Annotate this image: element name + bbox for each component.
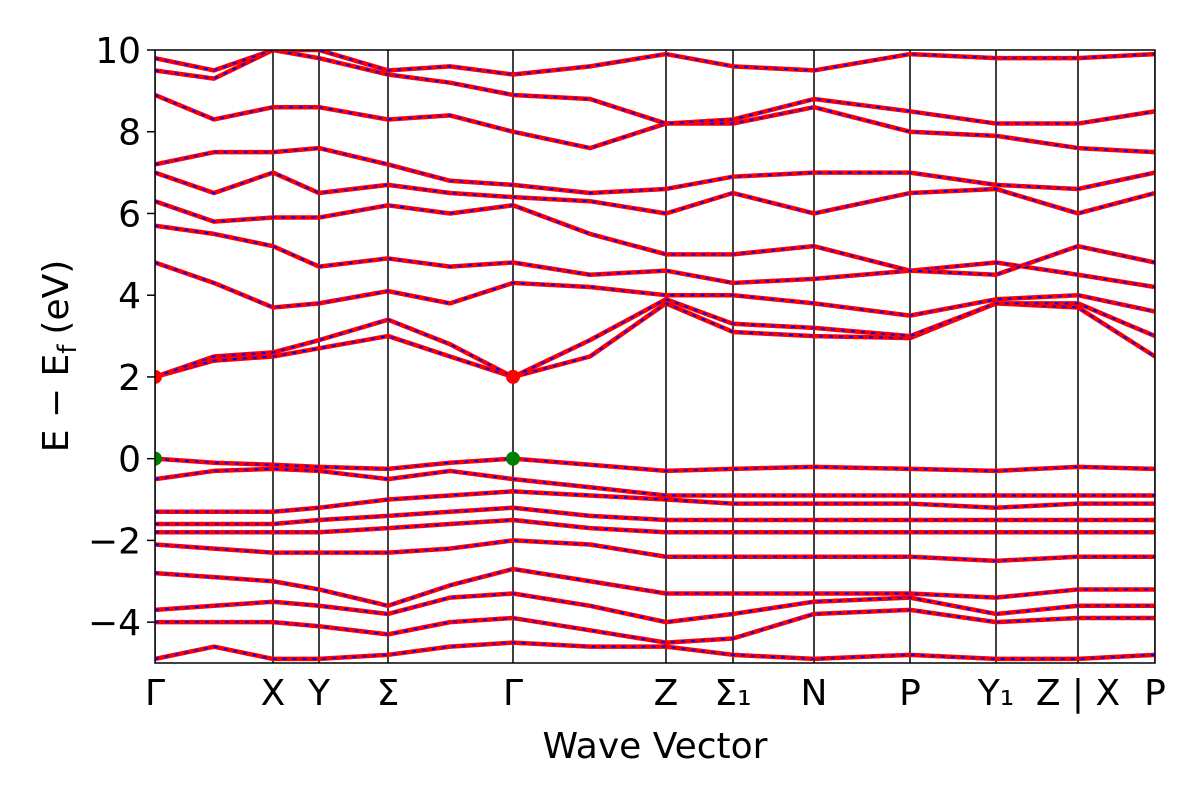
band-overlay <box>155 171 1155 215</box>
plot-area <box>155 50 1155 663</box>
y-tick-label: −4 <box>88 603 141 644</box>
extremum-point <box>155 369 162 384</box>
x-tick-label: Σ <box>377 673 400 714</box>
band-overlay <box>155 457 1155 472</box>
band-overlay <box>155 302 1155 378</box>
x-tick-label: Σ₁ <box>714 673 751 714</box>
band-overlay <box>155 467 1155 497</box>
band-overlay <box>155 224 1155 289</box>
band-overlay <box>155 94 1155 154</box>
y-tick-label: 6 <box>118 194 141 235</box>
y-axis-label: E − Ef (eV) <box>36 260 83 453</box>
y-label-unit: (eV) <box>36 260 77 335</box>
band-overlay <box>155 506 1155 526</box>
x-tick-label: Z | X <box>1036 673 1120 714</box>
x-axis-label: Wave Vector <box>543 726 768 767</box>
y-tick-label: 10 <box>95 31 141 72</box>
band-overlay <box>155 539 1155 562</box>
band <box>155 170 1155 216</box>
y-tick-label: −2 <box>88 521 141 562</box>
band-overlay <box>155 50 1155 76</box>
band-overlay <box>155 147 1155 195</box>
band <box>155 301 1155 380</box>
band-overlay <box>155 567 1155 607</box>
band-overlay <box>155 518 1155 534</box>
extremum-point <box>155 451 162 466</box>
band-overlay <box>155 261 1155 317</box>
band-overlay <box>155 490 1155 513</box>
band-overlay <box>155 298 1155 379</box>
x-tick-label: X <box>261 673 286 714</box>
band <box>155 640 1155 662</box>
band-overlay <box>155 592 1155 624</box>
x-tick-label: Γ <box>145 673 165 714</box>
x-tick-label: P <box>1144 673 1166 714</box>
x-tick-label: P <box>899 673 921 714</box>
y-label-sub: f <box>53 344 83 354</box>
plot-frame <box>154 49 1156 664</box>
band-overlay <box>155 608 1155 644</box>
x-tick-label: Γ <box>503 673 523 714</box>
y-tick-label: 8 <box>118 113 141 154</box>
x-tick-label: Z <box>654 673 679 714</box>
y-tick-label: 0 <box>118 440 141 481</box>
band <box>155 223 1155 290</box>
band <box>155 466 1155 498</box>
y-tick-label: 4 <box>118 276 141 317</box>
band-overlay <box>155 50 1155 125</box>
band <box>155 538 1155 564</box>
x-tick-label: Y₁ <box>977 673 1014 714</box>
y-tick-label: 2 <box>118 358 141 399</box>
extremum-point <box>506 369 520 384</box>
x-tick-label: Y <box>307 673 331 714</box>
extremum-point <box>506 451 520 466</box>
band <box>155 50 1155 126</box>
band <box>155 199 1155 278</box>
x-tick-label: N <box>801 673 828 714</box>
y-label-text: E − E <box>36 354 77 453</box>
